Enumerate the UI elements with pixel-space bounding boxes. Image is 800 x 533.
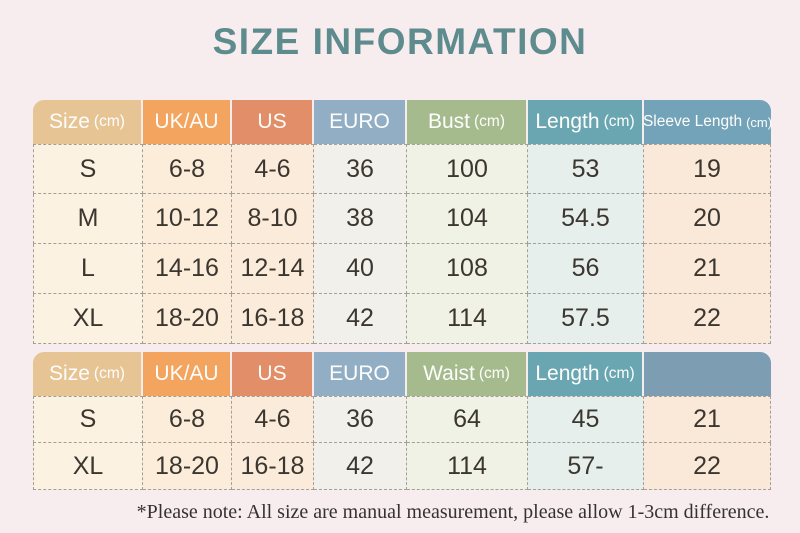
row-size-label: XL <box>33 294 143 344</box>
column-header-unit: (cm) <box>93 365 125 382</box>
column-header-label: Length <box>535 110 600 133</box>
page-title: SIZE INFORMATION <box>212 21 588 62</box>
column-header-label: Waist <box>423 362 475 385</box>
column-header-label: EURO <box>329 110 390 133</box>
table-cell: 4-6 <box>232 144 314 194</box>
column-header: Length (cm) <box>528 100 644 144</box>
table-cell: 16-18 <box>232 294 314 344</box>
footnote: *Please note: All size are manual measur… <box>136 501 770 523</box>
table-cell: 57- <box>528 443 644 490</box>
table-cell: 104 <box>407 194 528 244</box>
table-cell: 21 <box>644 396 771 443</box>
table-cell: 16-18 <box>232 443 314 490</box>
row-size-label: XL <box>33 443 143 490</box>
table-cell: 64 <box>407 396 528 443</box>
table-cell: 18-20 <box>143 294 232 344</box>
column-header-label: Size <box>49 110 90 133</box>
column-header-unit: (cm) <box>746 114 773 130</box>
table-cell: 19 <box>644 144 771 194</box>
column-header: Size (cm) <box>33 352 143 396</box>
table-cell: 21 <box>644 244 771 294</box>
row-size-label: L <box>33 244 143 294</box>
table-cell: 12-14 <box>232 244 314 294</box>
column-header-label: Size <box>49 362 90 385</box>
table-cell: 4-6 <box>232 396 314 443</box>
column-header-unit: (cm) <box>603 365 635 382</box>
tops-size-table: Size (cm) UK/AU US EURO Bust (cm) Length (cm) Sle… <box>33 100 773 344</box>
table-cell: 18-20 <box>143 443 232 490</box>
table-cell: 38 <box>314 194 407 244</box>
table-cell: 56 <box>528 244 644 294</box>
table-cell: 36 <box>314 396 407 443</box>
row-size-label: M <box>33 194 143 244</box>
bottoms-size-table: Size (cm) UK/AU US EURO Waist (cm) Length (cm) S 6… <box>33 352 771 490</box>
table-cell: 36 <box>314 144 407 194</box>
table-cell: 114 <box>407 443 528 490</box>
column-header-label: Length <box>535 362 600 385</box>
table-cell: 53 <box>528 144 644 194</box>
column-header: EURO <box>314 100 407 144</box>
table-cell: 20 <box>644 194 771 244</box>
table-cell: 45 <box>528 396 644 443</box>
column-header: Sleeve Length (cm) <box>642 100 773 144</box>
table-cell: 54.5 <box>528 194 644 244</box>
row-size-label: S <box>33 396 143 443</box>
table-cell: 57.5 <box>528 294 644 344</box>
row-size-label: S <box>33 144 143 194</box>
column-header-label: EURO <box>329 362 390 385</box>
table-cell: 10-12 <box>143 194 232 244</box>
table-cell: 14-16 <box>143 244 232 294</box>
table-cell: 114 <box>407 294 528 344</box>
column-header-label: Bust <box>427 110 470 133</box>
column-header: Length (cm) <box>528 352 644 396</box>
table-cell: 42 <box>314 443 407 490</box>
column-header <box>644 352 771 396</box>
column-header: Size (cm) <box>33 100 143 144</box>
table-cell: 22 <box>644 294 771 344</box>
column-header-label: US <box>257 362 287 385</box>
column-header: UK/AU <box>143 100 232 144</box>
column-header-label: Sleeve Length <box>642 113 743 130</box>
column-header: UK/AU <box>143 352 232 396</box>
column-header-unit: (cm) <box>603 113 635 130</box>
column-header-label: UK/AU <box>154 362 219 385</box>
column-header: EURO <box>314 352 407 396</box>
column-header: US <box>232 100 314 144</box>
table-cell: 6-8 <box>143 396 232 443</box>
column-header: Waist (cm) <box>407 352 528 396</box>
table-cell: 6-8 <box>143 144 232 194</box>
column-header-label: US <box>257 110 287 133</box>
table-cell: 40 <box>314 244 407 294</box>
table-cell: 108 <box>407 244 528 294</box>
column-header-label: UK/AU <box>154 110 219 133</box>
column-header-unit: (cm) <box>478 365 510 382</box>
table-cell: 42 <box>314 294 407 344</box>
table-cell: 22 <box>644 443 771 490</box>
table-cell: 100 <box>407 144 528 194</box>
column-header: US <box>232 352 314 396</box>
table-cell: 8-10 <box>232 194 314 244</box>
column-header-unit: (cm) <box>93 113 125 130</box>
column-header-unit: (cm) <box>473 113 506 130</box>
column-header: Bust (cm) <box>407 100 528 144</box>
